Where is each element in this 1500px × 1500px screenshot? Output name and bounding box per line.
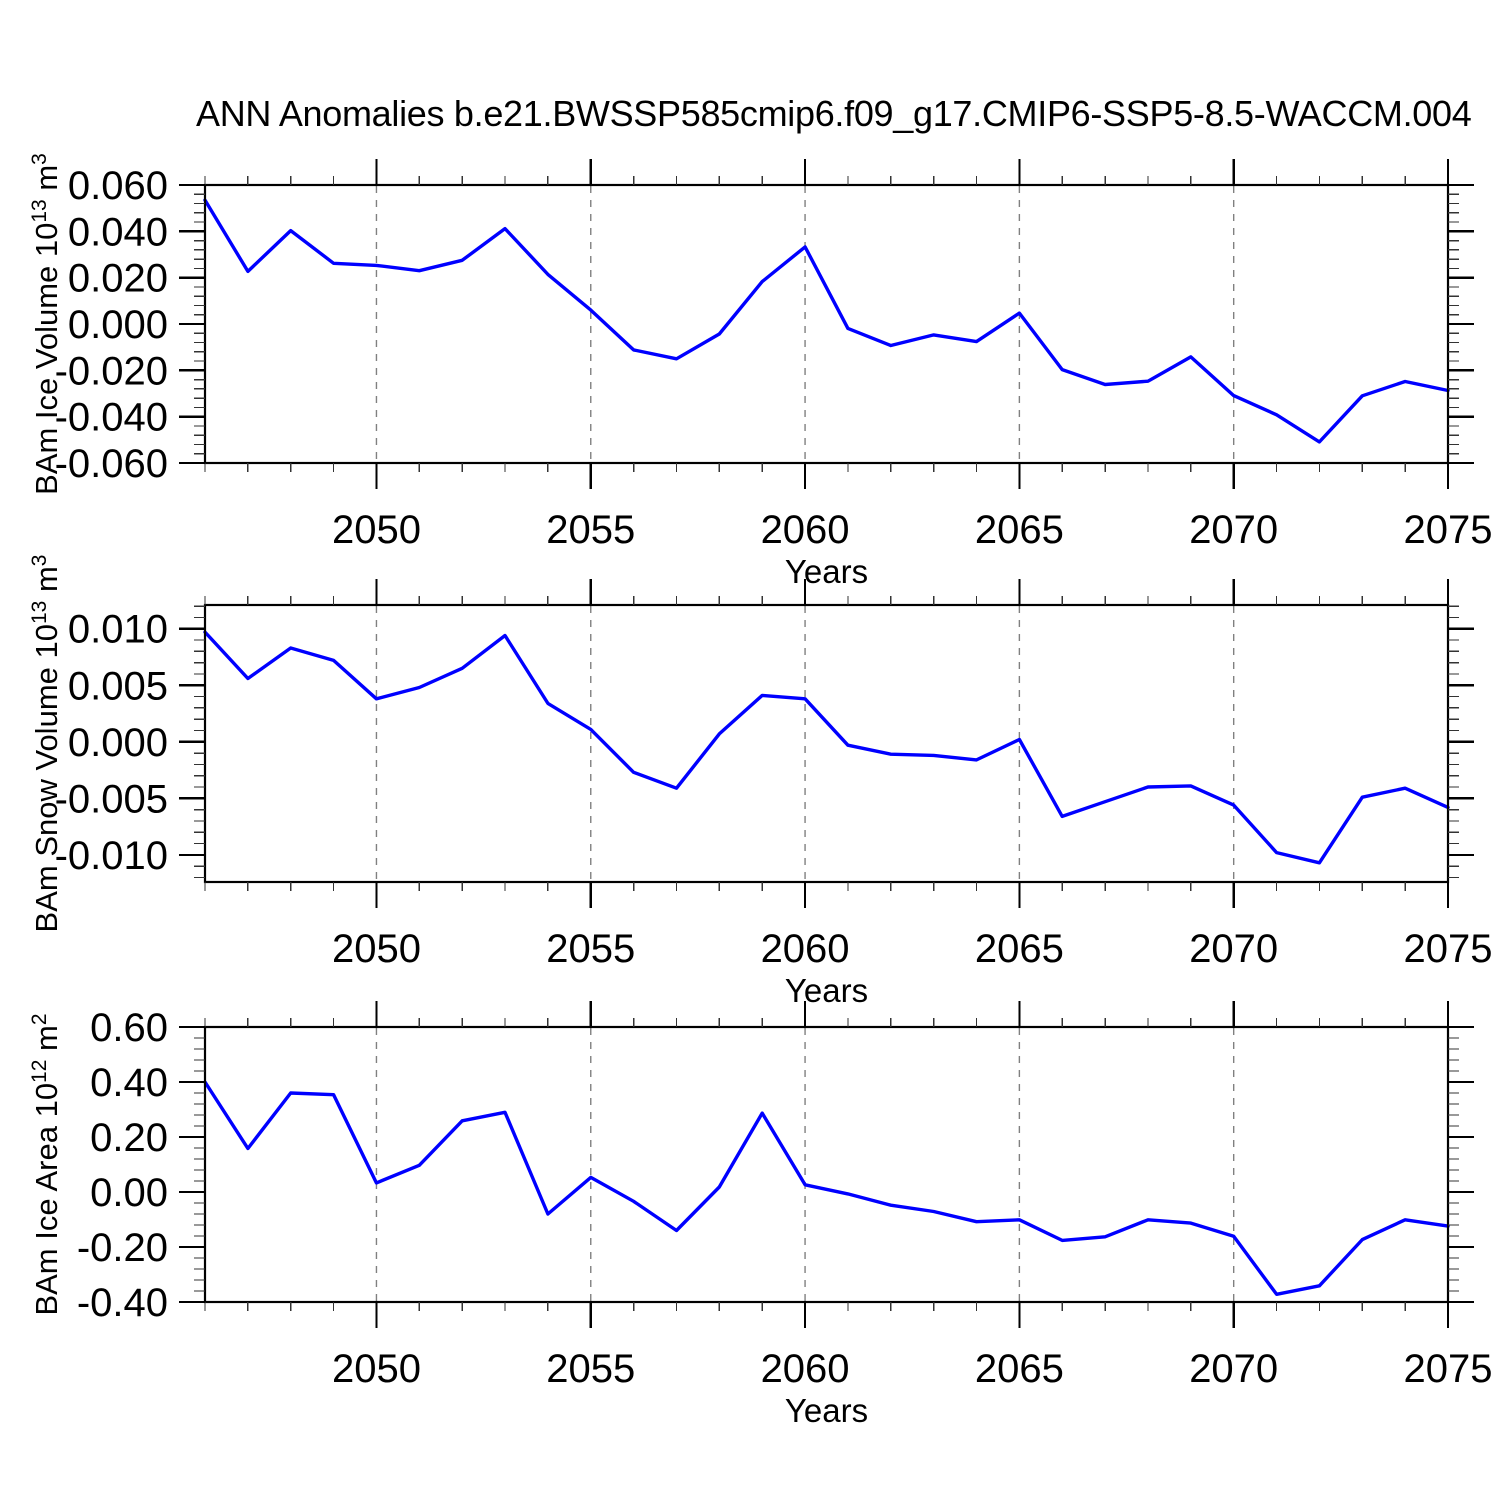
x-tick-label: 2065 (975, 508, 1064, 552)
x-tick-label: 2070 (1189, 508, 1278, 552)
data-line-bam-ice-area (203, 1080, 1450, 1297)
plot-border (203, 603, 1450, 884)
x-tick-label: 2075 (1404, 1347, 1493, 1391)
y-tick-label: 0.000 (68, 721, 168, 765)
y-tick-label: 0.20 (90, 1116, 168, 1160)
y-tick-label: -0.020 (55, 349, 168, 393)
x-tick-label: 2060 (761, 927, 850, 971)
y-axis-title: BAm Snow Volume 1013 m3 (28, 555, 64, 933)
y-tick-label: 0.060 (68, 164, 168, 208)
y-tick-label: 0.00 (90, 1171, 168, 1215)
data-line-bam-snow-volume (203, 630, 1450, 865)
chart-bam-ice-volume: 2050 2055 2060 2065 2070 2075 0.0600.0400.0200… (28, 153, 1492, 590)
y-tick-label: 0.005 (68, 664, 168, 708)
x-tick-label: 2070 (1189, 1347, 1278, 1391)
plot-border (203, 1025, 1450, 1304)
figure-title: ANN Anomalies b.e21.BWSSP585cmip6.f09_g1… (196, 93, 1471, 134)
x-tick-label: 2075 (1404, 927, 1493, 971)
y-tick-label: 0.000 (68, 303, 168, 347)
x-tick-label: 2075 (1404, 508, 1493, 552)
x-tick-label: 2055 (546, 508, 635, 552)
x-tick-label: 2055 (546, 1347, 635, 1391)
charts-group: 2050 2055 2060 2065 2070 20750.0600.0400.0200… (28, 153, 1492, 1429)
x-tick-label: 2070 (1189, 927, 1278, 971)
plot-border (203, 183, 1450, 465)
y-tick-label: -0.010 (55, 834, 168, 878)
y-axis-title: BAm Ice Area 1012 m2 (28, 1013, 64, 1315)
y-tick-label: 0.020 (68, 257, 168, 301)
x-tick-label: 2060 (761, 1347, 850, 1391)
chart-bam-snow-volume: 2050 2055 2060 2065 2070 2075 0.010 0.005 0.000 -… (28, 555, 1492, 1009)
chart-bam-ice-area: 2050 2055 2060 2065 2070 2075 0.60 0.40 0.20 0.00… (28, 1001, 1492, 1429)
x-tick-label: 2065 (975, 927, 1064, 971)
y-tick-label: -0.20 (77, 1226, 168, 1270)
y-tick-label: 0.40 (90, 1061, 168, 1105)
y-tick-label: -0.40 (77, 1281, 168, 1325)
x-tick-label: 2055 (546, 927, 635, 971)
x-axis-title: Years (785, 553, 868, 590)
x-axis-title: Years (785, 972, 868, 1009)
y-tick-label: -0.060 (55, 442, 168, 486)
x-tick-label: 2060 (761, 508, 850, 552)
x-tick-label: 2050 (332, 927, 421, 971)
x-tick-label: 2050 (332, 508, 421, 552)
y-tick-label: -0.005 (55, 777, 168, 821)
y-axis-title: BAm Ice Volume 1013 m3 (28, 153, 64, 495)
data-line-bam-ice-volume (203, 198, 1450, 444)
x-axis-title: Years (785, 1392, 868, 1429)
y-tick-label: -0.040 (55, 396, 168, 440)
x-tick-label: 2050 (332, 1347, 421, 1391)
x-tick-label: 2065 (975, 1347, 1064, 1391)
y-tick-label: 0.010 (68, 608, 168, 652)
y-tick-label: 0.040 (68, 210, 168, 254)
y-tick-label: 0.60 (90, 1006, 168, 1050)
